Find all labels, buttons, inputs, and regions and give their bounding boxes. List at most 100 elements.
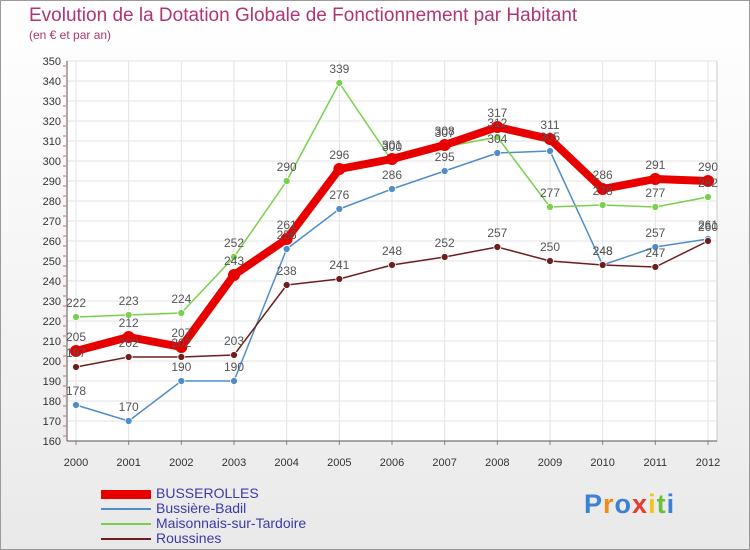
data-point: [280, 233, 293, 245]
data-label: 241: [329, 258, 349, 272]
data-point: [282, 245, 291, 253]
data-point: [546, 203, 554, 211]
data-label: 305: [540, 130, 560, 144]
data-label: 308: [435, 124, 455, 138]
data-point: [651, 203, 660, 211]
data-label: 291: [645, 158, 665, 172]
data-label: 278: [593, 184, 613, 198]
data-label: 248: [593, 244, 613, 258]
data-point: [177, 377, 186, 385]
data-point: [177, 309, 186, 317]
x-tick-label: 2010: [590, 457, 614, 469]
y-tick-label: 330: [43, 96, 61, 108]
legend-swatch: [101, 538, 151, 540]
legend-label: Bussière-Badil: [156, 500, 247, 516]
data-point: [702, 175, 714, 187]
data-label: 212: [119, 316, 139, 330]
data-label: 197: [66, 346, 86, 360]
chart-subtitle: (en € et par an): [29, 28, 112, 42]
data-point: [596, 183, 609, 195]
data-point: [177, 353, 186, 361]
data-point: [124, 417, 133, 425]
chart-title: Evolution de la Dotation Globale de Fonc…: [29, 5, 578, 26]
data-label: 238: [277, 264, 297, 278]
y-tick-label: 290: [43, 176, 61, 188]
brand-letter: x: [632, 489, 649, 519]
legend-label: BUSSEROLLES: [156, 485, 259, 501]
y-tick-label: 180: [43, 396, 61, 408]
y-tick-label: 200: [43, 356, 61, 368]
data-label: 257: [487, 226, 507, 240]
x-tick-label: 2001: [116, 457, 140, 469]
data-point: [388, 261, 396, 269]
data-label: 256: [277, 228, 297, 242]
data-point: [124, 311, 133, 319]
data-point: [70, 345, 82, 357]
y-tick-label: 310: [43, 136, 61, 148]
y-tick-label: 160: [43, 436, 61, 448]
data-label: 261: [698, 218, 718, 232]
data-label: 202: [171, 336, 191, 350]
data-point: [228, 269, 240, 281]
data-label: 290: [277, 160, 297, 174]
legend-label: Roussines: [156, 530, 222, 546]
brand-letter: i: [648, 489, 657, 519]
y-tick-label: 170: [43, 416, 61, 428]
data-point: [282, 281, 291, 289]
data-label: 286: [382, 168, 402, 182]
data-label: 304: [487, 132, 507, 146]
series-layer: [70, 79, 714, 425]
x-tick-label: 2000: [64, 457, 88, 469]
data-label: 260: [698, 220, 718, 234]
data-label: 247: [645, 246, 665, 260]
data-point: [333, 163, 346, 175]
data-label: 277: [645, 186, 665, 200]
data-label: 295: [435, 150, 455, 164]
x-tick-label: 2006: [380, 457, 404, 469]
y-tick-label: 220: [43, 316, 61, 328]
data-label: 250: [540, 240, 560, 254]
y-tick-label: 250: [43, 256, 61, 268]
data-label: 276: [329, 188, 349, 202]
data-point: [175, 341, 188, 353]
y-tick-label: 340: [43, 76, 61, 88]
data-label: 190: [171, 360, 191, 374]
data-label: 248: [593, 244, 613, 258]
x-tick-label: 2008: [485, 457, 509, 469]
legend-label: Maisonnais-sur-Tardoire: [156, 515, 307, 531]
x-tick-label: 2009: [538, 457, 562, 469]
data-label: 290: [698, 160, 718, 174]
x-tick-label: 2003: [222, 457, 246, 469]
data-point: [72, 363, 80, 371]
data-label: 252: [224, 236, 244, 250]
data-point: [335, 205, 344, 213]
x-tick-label: 2004: [274, 457, 298, 469]
brand-letter: o: [614, 489, 633, 519]
data-point: [230, 351, 238, 359]
data-label: 286: [593, 168, 613, 182]
legend-swatch: [101, 508, 151, 510]
data-point: [230, 377, 238, 385]
data-point: [493, 133, 502, 141]
data-label: 296: [329, 148, 349, 162]
data-label: 178: [66, 384, 86, 398]
data-label: 300: [382, 140, 402, 154]
data-point: [282, 177, 291, 185]
data-label: 311: [540, 118, 559, 132]
data-point: [546, 147, 554, 155]
data-point: [544, 133, 556, 145]
y-tick-label: 260: [43, 236, 61, 248]
y-tick-label: 300: [43, 156, 61, 168]
brand-letter: r: [603, 489, 615, 519]
data-label: 339: [329, 62, 349, 76]
data-label: 223: [119, 294, 139, 308]
data-point: [493, 149, 502, 157]
data-point: [122, 331, 135, 343]
data-label: 170: [119, 400, 139, 414]
data-label: 307: [435, 126, 455, 140]
data-point: [491, 121, 504, 133]
data-label: 312: [487, 116, 507, 130]
data-label: 248: [382, 244, 402, 258]
brand-letter: t: [656, 489, 667, 519]
